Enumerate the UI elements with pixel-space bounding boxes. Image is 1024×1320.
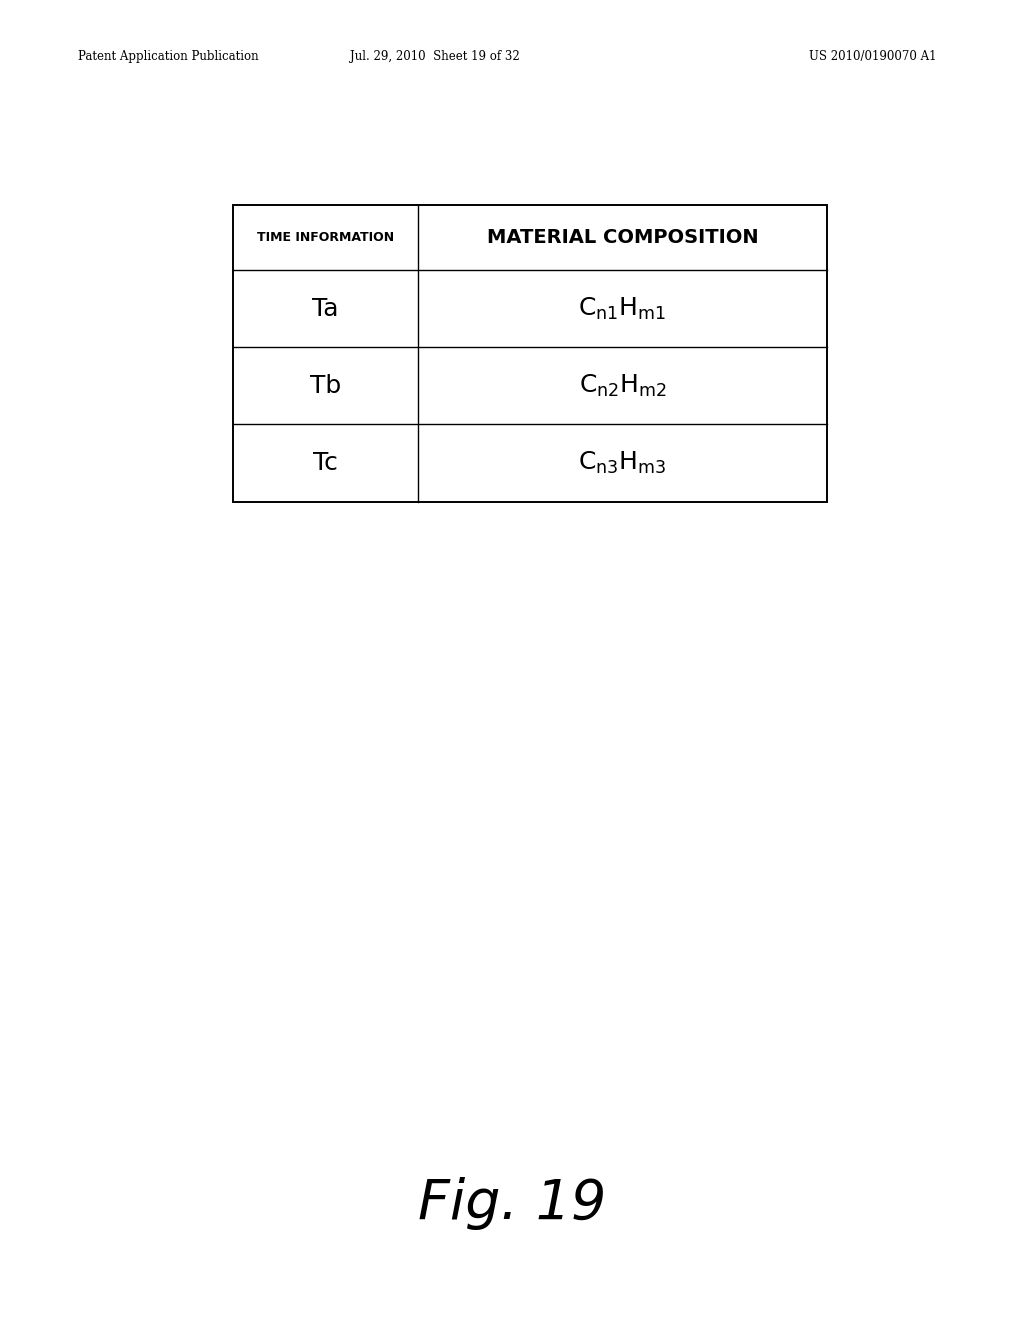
Text: Fig. 19: Fig. 19 xyxy=(418,1177,606,1230)
Text: Tb: Tb xyxy=(310,374,341,397)
Text: US 2010/0190070 A1: US 2010/0190070 A1 xyxy=(809,50,937,63)
Text: TIME INFORMATION: TIME INFORMATION xyxy=(257,231,394,244)
Text: Ta: Ta xyxy=(312,297,339,321)
Text: $\mathrm{C_{n1}H_{m1}}$: $\mathrm{C_{n1}H_{m1}}$ xyxy=(579,296,667,322)
Text: Tc: Tc xyxy=(313,451,338,475)
Text: Jul. 29, 2010  Sheet 19 of 32: Jul. 29, 2010 Sheet 19 of 32 xyxy=(350,50,520,63)
Text: $\mathrm{C_{n3}H_{m3}}$: $\mathrm{C_{n3}H_{m3}}$ xyxy=(579,450,667,477)
Text: MATERIAL COMPOSITION: MATERIAL COMPOSITION xyxy=(486,228,759,247)
Text: $\mathrm{C_{n2}H_{m2}}$: $\mathrm{C_{n2}H_{m2}}$ xyxy=(579,372,667,399)
Text: Patent Application Publication: Patent Application Publication xyxy=(78,50,258,63)
